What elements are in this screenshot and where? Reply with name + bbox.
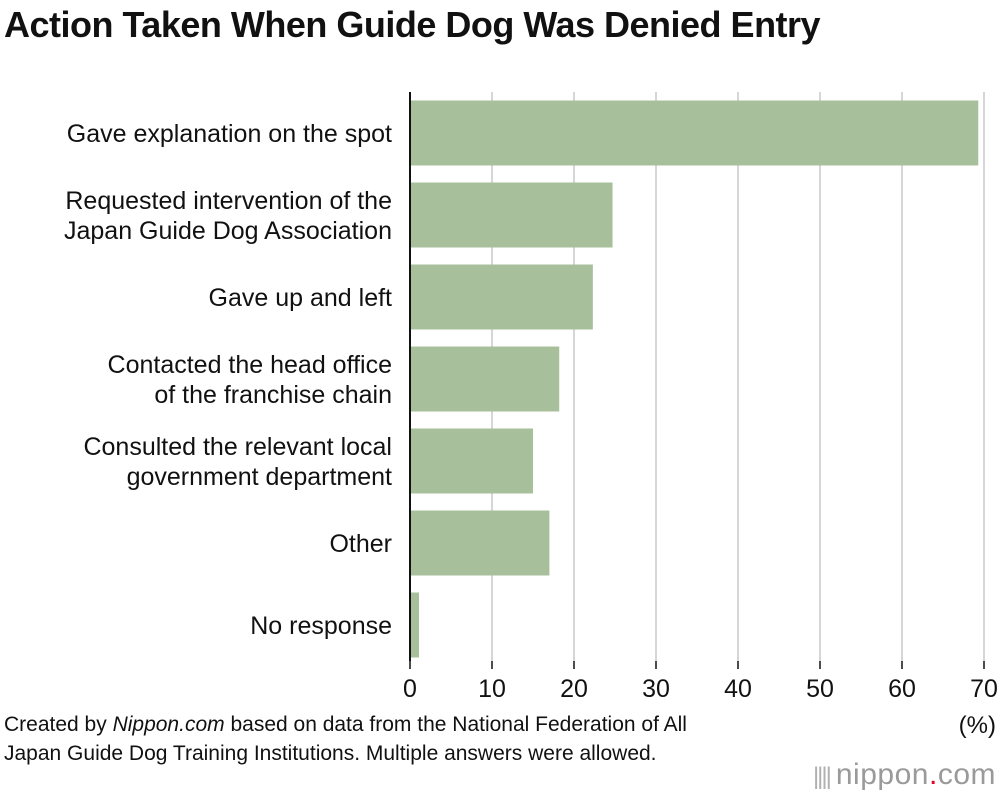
x-tick-label: 40 — [724, 675, 752, 703]
category-labels: Gave explanation on the spot Requested in… — [64, 120, 392, 640]
bar — [410, 100, 979, 166]
x-tick-labels: 0 10 20 30 40 50 60 70 — [403, 675, 998, 703]
category-label: No response — [250, 612, 392, 640]
bar — [410, 346, 560, 412]
bar — [410, 510, 550, 576]
category-label: Gave up and left — [209, 284, 393, 312]
x-axis-unit: (%) — [958, 712, 996, 739]
bars — [410, 100, 979, 658]
nippon-logo: |||| nippon.com — [813, 758, 996, 792]
axes — [409, 92, 985, 669]
category-label-line: Contacted the head office — [108, 351, 392, 379]
category-label: Gave explanation on the spot — [67, 120, 392, 148]
category-label-line: of the franchise chain — [154, 381, 392, 409]
category-label-line: Other — [329, 530, 392, 558]
logo-tld: com — [937, 758, 996, 791]
logo-bars-icon: |||| — [812, 763, 832, 790]
bar — [410, 182, 613, 248]
category-label-line: Requested intervention of the — [65, 187, 392, 215]
category-label: Requested intervention of the Japan Guide… — [64, 187, 392, 245]
x-tick-label: 30 — [642, 675, 670, 703]
logo-dot: . — [928, 758, 938, 791]
category-label: Consulted the relevant local government d… — [83, 433, 392, 491]
x-tick-label: 0 — [403, 675, 417, 703]
source-note: Created by Nippon.com based on data from… — [4, 710, 744, 768]
x-tick-label: 70 — [970, 675, 998, 703]
source-note-site: Nippon.com — [112, 713, 225, 736]
chart-title: Action Taken When Guide Dog Was Denied E… — [4, 4, 821, 45]
source-note-prefix: Created by — [4, 713, 113, 736]
grid-lines — [491, 92, 985, 661]
bar — [410, 428, 533, 494]
bar — [410, 264, 593, 330]
x-tick-label: 10 — [478, 675, 506, 703]
category-label-line: Gave explanation on the spot — [67, 120, 392, 148]
bar — [410, 592, 420, 658]
category-label-line: Japan Guide Dog Association — [64, 217, 392, 245]
category-label: Other — [329, 530, 392, 558]
source-note-suffix: based on data from the National Federati… — [4, 713, 687, 765]
category-label-line: No response — [250, 612, 392, 640]
category-label-line: government department — [127, 463, 392, 491]
logo-name: nippon — [835, 758, 929, 791]
x-tick-label: 20 — [560, 675, 588, 703]
category-label-line: Gave up and left — [209, 284, 393, 312]
category-label-line: Consulted the relevant local — [83, 433, 392, 461]
x-tick-label: 50 — [806, 675, 834, 703]
x-tick-label: 60 — [888, 675, 916, 703]
category-label: Contacted the head office of the franchis… — [108, 351, 392, 409]
